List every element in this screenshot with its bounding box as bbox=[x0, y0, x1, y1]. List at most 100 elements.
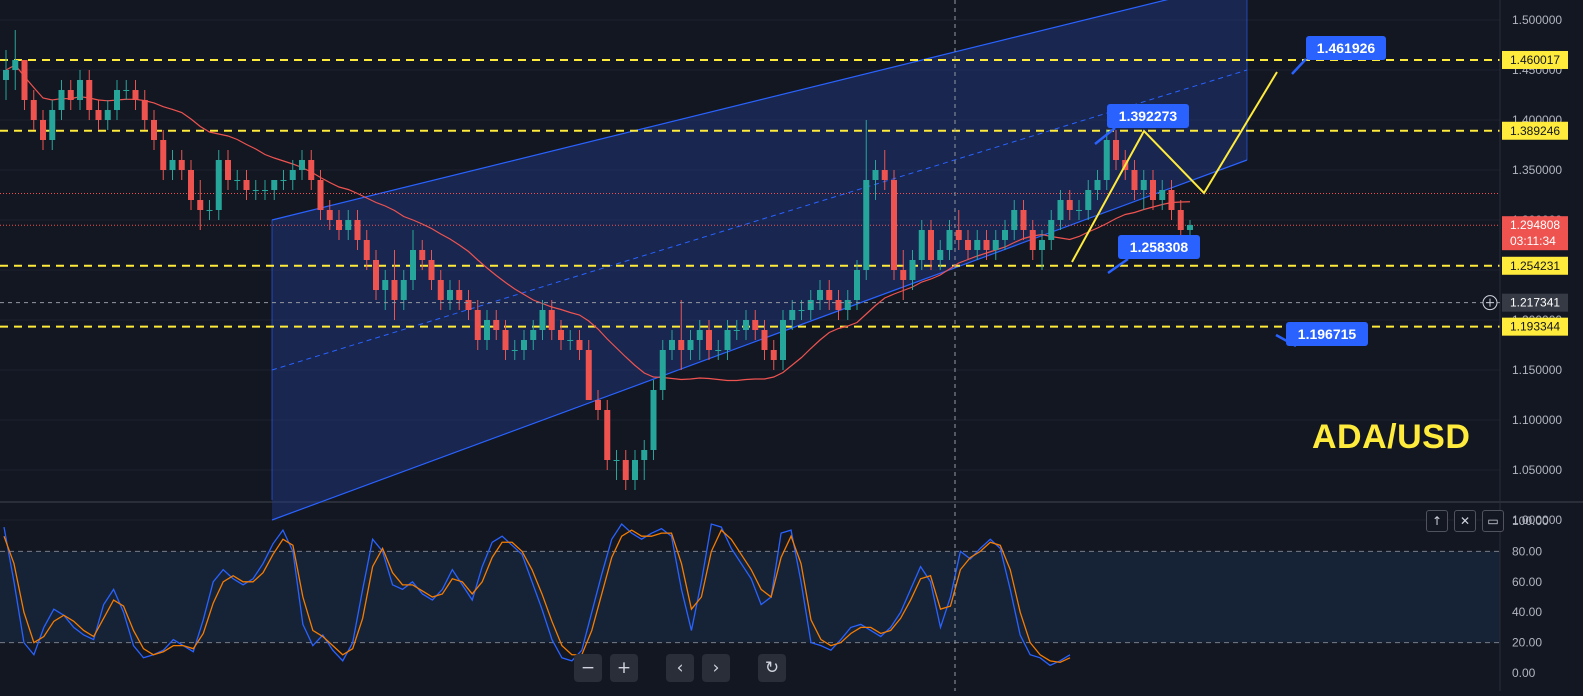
projection-line bbox=[1071, 71, 1278, 263]
candle bbox=[188, 160, 194, 210]
candle bbox=[1159, 180, 1166, 210]
candle bbox=[789, 300, 796, 330]
candle bbox=[983, 230, 990, 260]
candle bbox=[595, 390, 601, 420]
candle bbox=[49, 100, 56, 150]
maximize-icon[interactable]: ▭ bbox=[1482, 510, 1504, 532]
candle bbox=[123, 80, 130, 100]
candle-body bbox=[511, 350, 518, 351]
candle-body bbox=[567, 340, 574, 341]
candle-body bbox=[1168, 190, 1175, 210]
candle-body bbox=[95, 110, 102, 120]
candle-body bbox=[909, 260, 916, 280]
candle-body bbox=[104, 110, 111, 120]
regression-channel[interactable] bbox=[271, 0, 1248, 521]
candle bbox=[743, 310, 749, 340]
candle bbox=[67, 80, 74, 110]
candle-body bbox=[548, 310, 555, 330]
stoch-d-line bbox=[3, 529, 1071, 664]
stoch-k-line bbox=[3, 523, 1071, 667]
candle bbox=[252, 180, 259, 200]
candle-body bbox=[826, 290, 833, 300]
candle bbox=[1094, 170, 1101, 200]
price-tick-label: 1.000000 bbox=[1512, 513, 1562, 527]
candle-body bbox=[946, 230, 953, 250]
candle bbox=[604, 400, 611, 470]
candle bbox=[169, 150, 176, 180]
candle bbox=[326, 200, 333, 230]
candle bbox=[391, 250, 398, 320]
candle-body bbox=[937, 250, 944, 260]
candle-body bbox=[1085, 190, 1092, 210]
candle-body bbox=[474, 310, 481, 340]
scroll-right-button[interactable]: › bbox=[702, 654, 730, 682]
candle bbox=[770, 340, 777, 370]
callout-label: 1.196715 bbox=[1298, 326, 1357, 342]
level-price-label: 1.389246 bbox=[1510, 124, 1560, 138]
candle-body bbox=[743, 320, 749, 330]
grid bbox=[0, 19, 1583, 521]
candle-body bbox=[206, 210, 213, 211]
candle bbox=[733, 320, 740, 340]
move-up-icon[interactable]: ↑ bbox=[1426, 510, 1448, 532]
candle bbox=[1168, 180, 1175, 220]
callout-box bbox=[1118, 235, 1200, 259]
candle bbox=[1177, 200, 1184, 240]
candle-body bbox=[197, 200, 204, 210]
candle bbox=[687, 330, 694, 360]
candle-body bbox=[67, 90, 74, 100]
candle-body bbox=[1187, 225, 1193, 230]
candle bbox=[992, 230, 999, 260]
channel-median bbox=[271, 69, 1248, 371]
scroll-left-button[interactable]: ‹ bbox=[666, 654, 694, 682]
candle-body bbox=[789, 310, 796, 320]
candle-body bbox=[465, 300, 472, 310]
candle bbox=[678, 300, 685, 370]
candle bbox=[567, 330, 574, 350]
stoch-tick-label: 60.00 bbox=[1512, 575, 1542, 589]
reset-chart-button[interactable]: ↻ bbox=[758, 654, 786, 682]
candle bbox=[752, 310, 759, 340]
candle bbox=[863, 120, 870, 280]
candle-body bbox=[844, 300, 851, 310]
candle bbox=[1029, 220, 1036, 260]
candle bbox=[548, 300, 555, 340]
candle-body bbox=[817, 290, 823, 300]
candle-body bbox=[437, 280, 444, 300]
candle bbox=[854, 260, 860, 310]
candle-body bbox=[373, 260, 379, 290]
candle bbox=[641, 440, 648, 480]
zoom-in-button[interactable]: + bbox=[610, 654, 638, 682]
crosshair-price-tag bbox=[1502, 293, 1568, 312]
callout-pointer bbox=[1107, 257, 1129, 275]
candle-body bbox=[12, 60, 19, 70]
candle bbox=[965, 230, 971, 260]
candle-body bbox=[77, 80, 83, 100]
stoch-tick-label: 100.00 bbox=[1512, 514, 1549, 528]
close-icon[interactable]: ✕ bbox=[1454, 510, 1476, 532]
candle-body bbox=[650, 390, 657, 450]
candle bbox=[706, 320, 712, 360]
price-axis[interactable]: 1.5000001.4500001.4000001.3500001.300000… bbox=[1499, 0, 1568, 691]
candle bbox=[835, 290, 842, 320]
level-price-tag bbox=[1502, 256, 1568, 275]
candle-body bbox=[123, 90, 130, 91]
candle-body bbox=[872, 170, 879, 180]
callout-label: 1.461926 bbox=[1317, 40, 1376, 56]
candle bbox=[1103, 130, 1110, 190]
level-price-label: 1.254231 bbox=[1510, 259, 1560, 273]
level-price-tag bbox=[1502, 121, 1568, 140]
callout-label: 1.392273 bbox=[1119, 108, 1178, 124]
candle bbox=[1057, 190, 1064, 230]
candle-body bbox=[58, 90, 65, 110]
candle-body bbox=[234, 180, 241, 181]
candle bbox=[280, 170, 287, 190]
candle-body bbox=[641, 450, 648, 460]
candle bbox=[817, 280, 823, 310]
candle-body bbox=[687, 340, 694, 350]
candle bbox=[21, 60, 28, 110]
crosshair-price-label: 1.217341 bbox=[1510, 296, 1560, 310]
zoom-out-button[interactable]: − bbox=[574, 654, 602, 682]
